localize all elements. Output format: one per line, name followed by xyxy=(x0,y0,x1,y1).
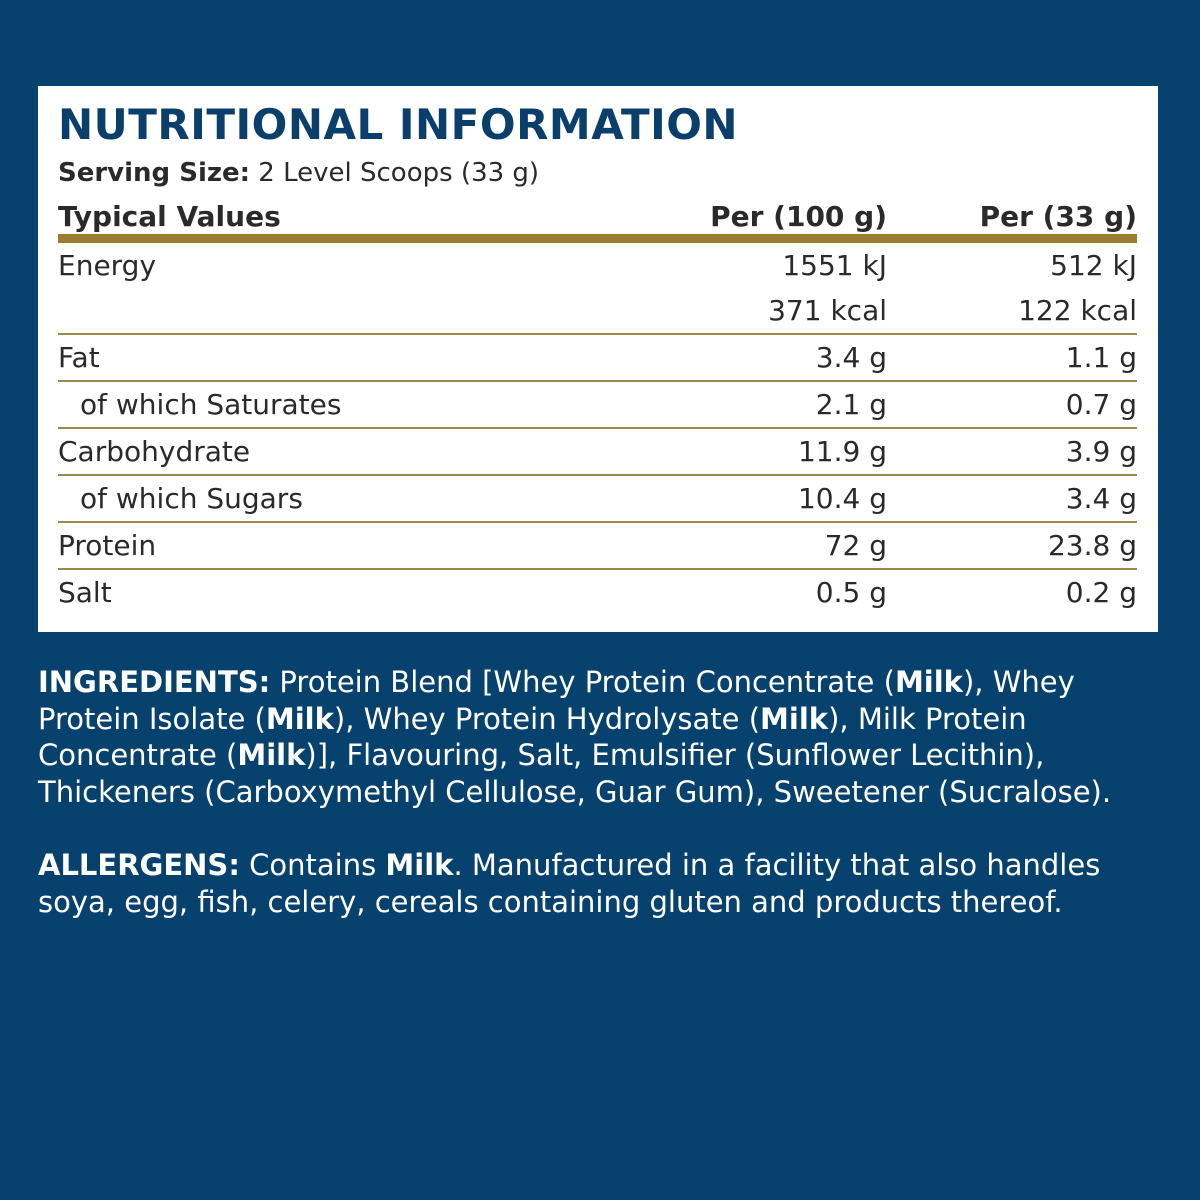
table-header-row: Typical Values Per (100 g) Per (33 g) xyxy=(58,200,1137,239)
allergen-milk: Milk xyxy=(385,848,454,882)
row-name: Salt xyxy=(58,576,112,609)
row-per-33g: 23.8 g xyxy=(1047,529,1137,562)
allergen-milk: Milk xyxy=(237,738,306,772)
row-per-100g: 371 kcal xyxy=(768,294,887,327)
table-row-energy-kj: Energy 1551 kJ 512 kJ xyxy=(58,239,1137,289)
ingredients-part: ), Milk Protein Concentrate ( xyxy=(38,701,1027,773)
row-per-100g: 11.9 g xyxy=(797,435,887,468)
ingredients-label: INGREDIENTS: xyxy=(38,665,271,699)
header-typical-values: Typical Values xyxy=(58,200,281,233)
allergen-milk: Milk xyxy=(894,665,963,699)
serving-size: Serving Size: 2 Level Scoops (33 g) xyxy=(58,156,1137,190)
ingredients-part: )], Flavouring, Salt, Emulsifier (Sunflo… xyxy=(38,738,1112,809)
table-row-salt: Salt 0.5 g 0.2 g xyxy=(58,569,1137,615)
row-name xyxy=(58,288,652,334)
row-per-100g: 3.4 g xyxy=(815,341,887,374)
row-per-100g: 2.1 g xyxy=(815,388,887,421)
allergen-milk: Milk xyxy=(265,701,334,736)
table-row-saturates: of which Saturates 2.1 g 0.7 g xyxy=(58,381,1137,428)
row-per-33g: 3.9 g xyxy=(1065,435,1137,468)
table-row-fat: Fat 3.4 g 1.1 g xyxy=(58,334,1137,381)
row-name: Carbohydrate xyxy=(58,435,251,468)
nutrition-table: Typical Values Per (100 g) Per (33 g) En… xyxy=(58,200,1137,615)
table-row-protein: Protein 72 g 23.8 g xyxy=(58,522,1137,569)
table-row-energy-kcal: 371 kcal 122 kcal xyxy=(58,288,1137,334)
row-per-33g: 512 kJ xyxy=(1050,249,1137,282)
table-row-sugars: of which Sugars 10.4 g 3.4 g xyxy=(58,475,1137,522)
row-per-33g: 1.1 g xyxy=(1065,341,1137,374)
row-per-33g: 0.2 g xyxy=(1065,576,1137,609)
row-per-33g: 0.7 g xyxy=(1065,388,1137,421)
row-per-33g: 122 kcal xyxy=(1018,294,1137,327)
row-per-100g: 10.4 g xyxy=(797,482,887,515)
row-per-100g: 1551 kJ xyxy=(782,249,887,282)
nutrition-title: NUTRITIONAL INFORMATION xyxy=(58,100,739,149)
ingredients-part: ), Whey Protein Isolate ( xyxy=(38,665,1075,736)
row-name: of which Sugars xyxy=(80,482,303,515)
row-name: of which Saturates xyxy=(80,388,342,421)
ingredients-part: ), Whey Protein Hydrolysate ( xyxy=(333,701,761,736)
header-per-33g: Per (33 g) xyxy=(979,200,1137,233)
table-row-carbohydrate: Carbohydrate 11.9 g 3.9 g xyxy=(58,428,1137,475)
ingredients-text: INGREDIENTS: Protein Blend [Whey Protein… xyxy=(38,664,1168,810)
allergen-milk: Milk xyxy=(760,701,829,736)
ingredients-part: Protein Blend [Whey Protein Concentrate … xyxy=(270,665,895,699)
nutrition-panel: NUTRITIONAL INFORMATION Serving Size: 2 … xyxy=(38,86,1158,632)
row-per-33g: 3.4 g xyxy=(1065,482,1137,515)
allergens-text: ALLERGENS: Contains Milk. Manufactured i… xyxy=(38,847,1168,920)
header-per-100g: Per (100 g) xyxy=(710,200,887,233)
serving-size-label: Serving Size: xyxy=(58,158,251,188)
row-per-100g: 0.5 g xyxy=(815,576,887,609)
allergens-part: . Manufactured in a facility that also h… xyxy=(38,848,1101,919)
row-name: Protein xyxy=(58,529,157,562)
row-name: Energy xyxy=(58,249,157,282)
allergens-part: Contains xyxy=(239,848,386,882)
row-name: Fat xyxy=(58,341,100,374)
allergens-label: ALLERGENS: xyxy=(38,848,240,882)
serving-size-value: 2 Level Scoops (33 g) xyxy=(258,158,540,188)
row-per-100g: 72 g xyxy=(824,529,887,562)
